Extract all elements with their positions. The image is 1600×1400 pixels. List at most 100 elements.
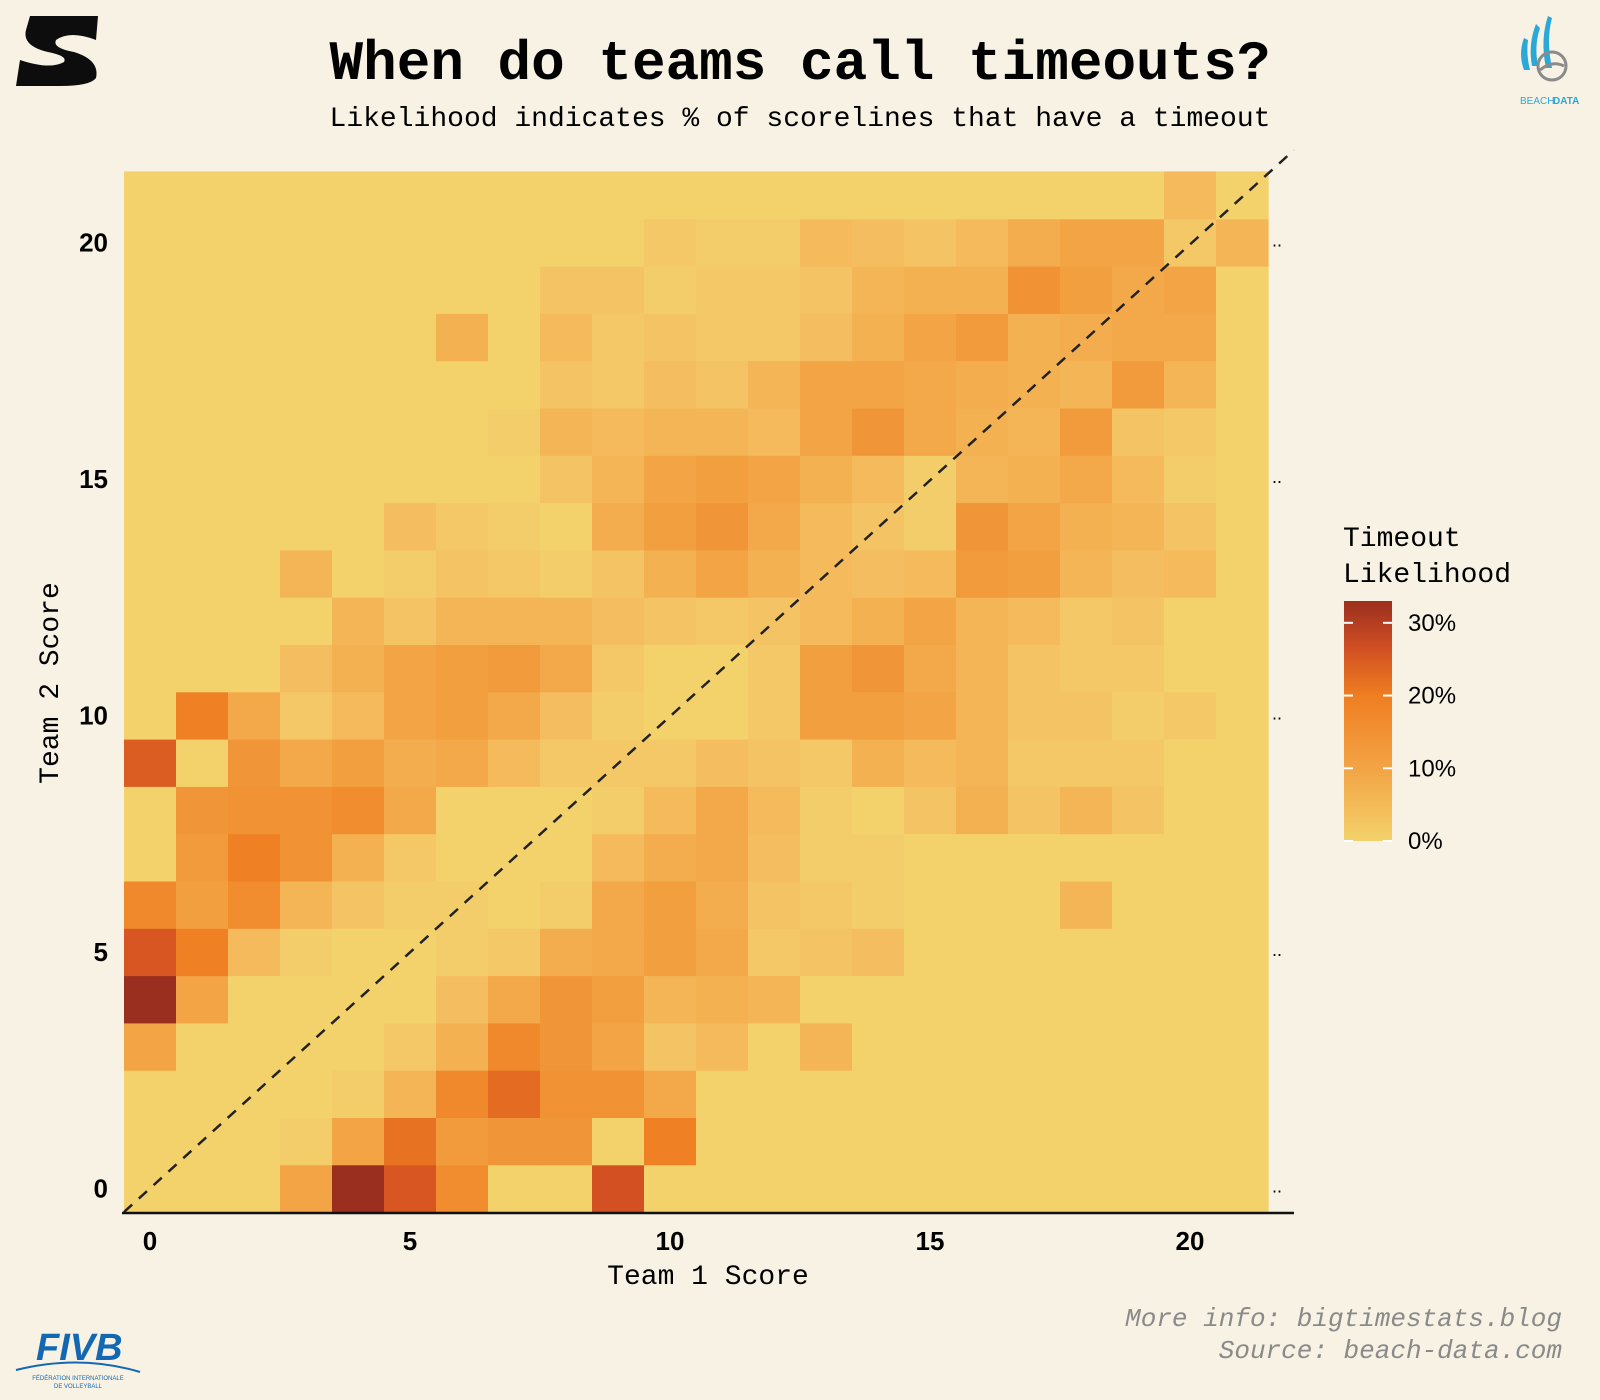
heatmap-cell <box>644 313 697 362</box>
heatmap-cell <box>1164 1070 1217 1118</box>
heatmap-cell <box>280 1164 333 1213</box>
heatmap-cell <box>540 1022 593 1071</box>
heatmap-cell <box>852 597 905 645</box>
heatmap-cell <box>1216 644 1269 693</box>
heatmap-cell <box>1060 644 1113 693</box>
heatmap-cell <box>1216 1022 1269 1071</box>
heatmap-cell <box>176 880 229 929</box>
heatmap-cell <box>852 549 905 598</box>
heatmap-cell <box>1164 502 1217 551</box>
heatmap-cell <box>592 880 645 929</box>
heatmap-cell <box>1060 549 1113 598</box>
heatmap-cell <box>644 975 697 1024</box>
heatmap-cell <box>696 597 749 645</box>
heatmap-cell <box>540 407 593 456</box>
heatmap-cell <box>124 975 177 1024</box>
heatmap-cell <box>332 407 385 456</box>
heatmap-cell <box>748 1164 801 1213</box>
heatmap-cell <box>748 739 801 787</box>
heatmap-cell <box>280 975 333 1024</box>
heatmap-cell <box>488 218 541 267</box>
heatmap-cell <box>748 218 801 267</box>
heatmap-cell <box>904 549 957 598</box>
heatmap-cell <box>384 313 437 362</box>
heatmap-cell <box>956 218 1009 267</box>
heatmap-cell <box>488 549 541 598</box>
heatmap-cell <box>592 833 645 882</box>
heatmap-cell <box>1008 218 1061 267</box>
heatmap-cell <box>696 786 749 835</box>
heatmap-cell <box>696 833 749 882</box>
heatmap-cell <box>748 786 801 835</box>
x-tick-label: 5 <box>403 1226 417 1256</box>
heatmap-cell <box>696 975 749 1024</box>
legend: Timeout Likelihood 0% 10% 20% 30% <box>1343 524 1511 855</box>
heatmap-cell <box>228 407 281 456</box>
heatmap-cell <box>1216 1164 1269 1213</box>
heatmap-cell <box>280 171 333 220</box>
heatmap-cell <box>384 360 437 409</box>
heatmap-cell <box>176 786 229 835</box>
heatmap-cell <box>436 1022 489 1071</box>
heatmap-cell <box>956 975 1009 1024</box>
heatmap-cell <box>800 1022 853 1071</box>
heatmap-cell <box>644 455 697 504</box>
heatmap-cell <box>384 1022 437 1071</box>
heatmap-cell <box>488 1022 541 1071</box>
heatmap-cell <box>748 975 801 1024</box>
heatmap-cell <box>1112 597 1165 645</box>
heatmap-cell <box>1112 786 1165 835</box>
heatmap-cell <box>696 691 749 740</box>
heatmap-cell <box>124 1022 177 1071</box>
heatmap-cell <box>436 786 489 835</box>
heatmap-cell <box>1008 313 1061 362</box>
heatmap-cell <box>1060 739 1113 787</box>
heatmap-cell <box>176 739 229 787</box>
caption-more-info: More info: bigtimestats.blog <box>1125 1304 1562 1334</box>
heatmap-cell <box>228 880 281 929</box>
heatmap-cell <box>904 1022 957 1071</box>
heatmap-cell <box>1112 928 1165 977</box>
heatmap-cell <box>852 786 905 835</box>
heatmap-cell <box>956 739 1009 787</box>
heatmap-cell <box>644 360 697 409</box>
beach-data-logo-text-1: BEACH <box>1520 96 1554 107</box>
heatmap-cell <box>696 880 749 929</box>
heatmap-cell <box>124 360 177 409</box>
heatmap-cell <box>1164 360 1217 409</box>
heatmap-cell <box>488 786 541 835</box>
heatmap-cell <box>1216 739 1269 787</box>
heatmap-cell <box>904 691 957 740</box>
heatmap-cell <box>124 266 177 314</box>
heatmap-cell <box>384 786 437 835</box>
right-margin-mark: .. <box>1272 467 1282 487</box>
heatmap-cell <box>384 502 437 551</box>
heatmap-cell <box>280 786 333 835</box>
heatmap-cell <box>1008 1022 1061 1071</box>
heatmap-cell <box>644 880 697 929</box>
heatmap-cell <box>592 1070 645 1118</box>
heatmap-cell <box>852 880 905 929</box>
heatmap-cell <box>280 928 333 977</box>
heatmap-cell <box>748 407 801 456</box>
heatmap-cell <box>1008 549 1061 598</box>
heatmap-cell <box>384 266 437 314</box>
heatmap-cell <box>280 502 333 551</box>
heatmap-cell <box>540 455 593 504</box>
heatmap-cell <box>1164 833 1217 882</box>
heatmap-cell <box>176 1070 229 1118</box>
heatmap-cell <box>1164 739 1217 787</box>
heatmap-cell <box>280 218 333 267</box>
heatmap-cell <box>592 1117 645 1166</box>
heatmap-cell <box>800 455 853 504</box>
heatmap-cell <box>176 313 229 362</box>
heatmap-cell <box>488 455 541 504</box>
heatmap-cell <box>488 171 541 220</box>
heatmap-cell <box>384 597 437 645</box>
heatmap-cell <box>1112 360 1165 409</box>
heatmap-cell <box>1008 691 1061 740</box>
heatmap-cell <box>956 266 1009 314</box>
heatmap-cell <box>228 360 281 409</box>
heatmap-cell <box>228 549 281 598</box>
heatmap-cell <box>228 739 281 787</box>
